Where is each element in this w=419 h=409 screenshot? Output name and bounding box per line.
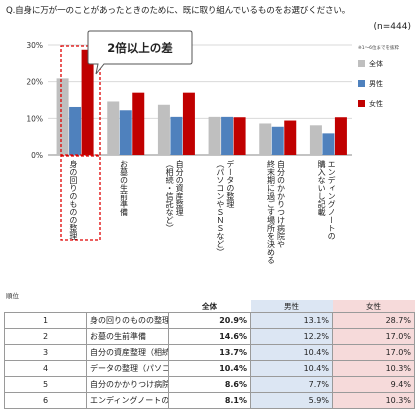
legend-label: 女性 bbox=[369, 99, 383, 108]
y-tick-label: 30% bbox=[26, 41, 43, 50]
y-axis-ticks: 0% 10% 20% 30% bbox=[26, 41, 43, 160]
y-tick-label: 20% bbox=[26, 78, 43, 87]
callout: 2倍以上の差 bbox=[60, 30, 193, 241]
question-text: Q.自身に万が一のことがあったときのために、既に取り組んでいるものをお選びくださ… bbox=[6, 6, 351, 16]
legend-label: 全体 bbox=[369, 59, 383, 68]
category-label: エンディングノートの bbox=[327, 160, 336, 240]
header-male: 男性 bbox=[250, 300, 333, 313]
row-male: 5.9% bbox=[250, 392, 333, 409]
category-label: （相続・信託など） bbox=[165, 160, 174, 232]
bar-male bbox=[69, 106, 82, 155]
bars bbox=[56, 49, 347, 156]
table-row: 3 自分の資産整理（相続・信託など） 13.7% 10.4% 17.0% bbox=[4, 344, 415, 361]
category-label: お墓の生前準備 bbox=[120, 160, 129, 217]
row-total: 14.6% bbox=[168, 328, 251, 345]
row-total: 8.1% bbox=[168, 392, 251, 409]
row-female: 17.0% bbox=[332, 344, 415, 361]
bar-female bbox=[284, 120, 297, 155]
row-female: 17.0% bbox=[332, 328, 415, 345]
row-rank: 5 bbox=[4, 376, 87, 393]
bar-male bbox=[170, 116, 183, 155]
legend-label: 男性 bbox=[369, 79, 383, 88]
row-total: 13.7% bbox=[168, 344, 251, 361]
row-rank: 6 bbox=[4, 392, 87, 409]
row-rank: 4 bbox=[4, 360, 87, 377]
row-total: 20.9% bbox=[168, 312, 251, 329]
y-tick-label: 0% bbox=[31, 151, 43, 160]
bar-male bbox=[221, 116, 234, 155]
bar-total bbox=[309, 125, 322, 155]
header-rank-spacer bbox=[5, 300, 87, 313]
row-male: 13.1% bbox=[250, 312, 333, 329]
row-female: 28.7% bbox=[332, 312, 415, 329]
bar-male bbox=[322, 133, 335, 155]
category-label: 身の回りのものの整理 bbox=[69, 159, 78, 240]
table-row: 2 お墓の生前準備 14.6% 12.2% 17.0% bbox=[4, 328, 415, 345]
category-label: データの整理 bbox=[226, 159, 235, 208]
bar-female bbox=[182, 92, 195, 155]
bar-total bbox=[259, 123, 272, 155]
category-label: 終末期に過ごす場所を決める bbox=[267, 159, 276, 264]
row-rank: 2 bbox=[4, 328, 87, 345]
row-rank: 3 bbox=[4, 344, 87, 361]
row-item: 自分の資産整理（相続・信託など） bbox=[86, 344, 169, 361]
bar-total bbox=[56, 78, 69, 155]
legend-note: ※1～6位までを抜粋 bbox=[358, 44, 399, 51]
header-item-spacer bbox=[87, 300, 169, 313]
row-total: 10.4% bbox=[168, 360, 251, 377]
bar-total bbox=[157, 104, 170, 155]
bar-female bbox=[81, 49, 94, 156]
row-female: 10.3% bbox=[332, 392, 415, 409]
table-row: 1 身の回りのものの整理 20.9% 13.1% 28.7% bbox=[4, 312, 415, 329]
bar-total bbox=[107, 101, 120, 155]
table-rank-header: 順位 bbox=[6, 292, 19, 300]
table-header-row: 全体 男性 女性 bbox=[5, 300, 415, 313]
bar-total bbox=[208, 116, 221, 155]
callout-bubble bbox=[87, 30, 193, 75]
header-total: 全体 bbox=[202, 301, 217, 311]
category-label: 購入ないし記載 bbox=[317, 159, 326, 217]
bar-female bbox=[132, 92, 145, 155]
bar-male bbox=[119, 110, 132, 155]
row-rank: 1 bbox=[4, 312, 87, 329]
row-total: 8.6% bbox=[168, 376, 251, 393]
row-female: 10.3% bbox=[332, 360, 415, 377]
highlight-box bbox=[60, 45, 101, 156]
row-item: データの整理（パソコンや SNS など） bbox=[86, 360, 169, 377]
category-label: 自分のかかりつけ病院や bbox=[277, 159, 286, 248]
sample-size: (n=444) bbox=[373, 22, 411, 32]
category-label: 自分の資産整理 bbox=[175, 159, 184, 216]
legend-swatch bbox=[358, 60, 365, 67]
row-female: 9.4% bbox=[332, 376, 415, 393]
y-tick-label: 10% bbox=[26, 114, 43, 123]
row-item: お墓の生前準備 bbox=[86, 328, 169, 345]
row-male: 7.7% bbox=[250, 376, 333, 393]
row-male: 10.4% bbox=[250, 360, 333, 377]
bar-female bbox=[233, 117, 246, 155]
table-row: 4 データの整理（パソコンや SNS など） 10.4% 10.4% 10.3% bbox=[4, 360, 415, 377]
row-male: 10.4% bbox=[250, 344, 333, 361]
ranking-table: 全体 男性 女性 1 身の回りのものの整理 20.9% 13.1% 28.7% … bbox=[4, 300, 415, 409]
bar-female bbox=[334, 117, 347, 155]
legend-swatch bbox=[358, 80, 365, 87]
category-labels: 身の回りのものの整理 お墓の生前準備 自分の資産整理（相続・信託など） データの整理（… bbox=[69, 159, 336, 264]
header-female: 女性 bbox=[332, 300, 415, 313]
category-label: （パソコンやＳＮＳなど） bbox=[216, 160, 225, 256]
callout-text: 2倍以上の差 bbox=[107, 41, 173, 55]
bar-chart: 0% 10% 20% 30% 身の回りのものの整理 お墓の生前準備 自分の資産整理（相続・… bbox=[26, 30, 399, 264]
row-item: 身の回りのものの整理 bbox=[86, 312, 169, 329]
row-male: 12.2% bbox=[250, 328, 333, 345]
legend-swatch bbox=[358, 100, 365, 107]
highlight-box-label-box bbox=[60, 155, 101, 241]
bar-male bbox=[271, 126, 284, 155]
